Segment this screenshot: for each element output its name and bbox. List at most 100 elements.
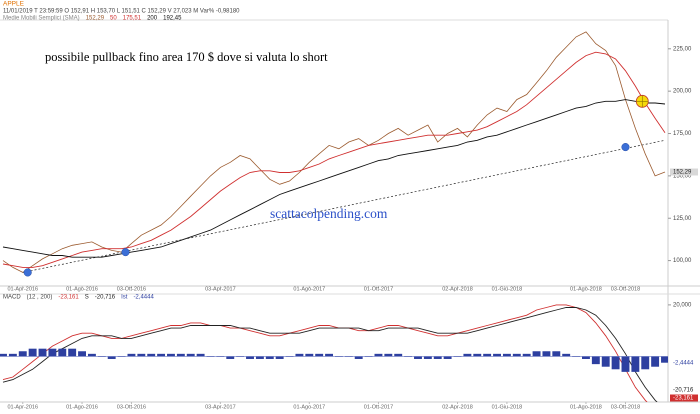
x-tick-label: 03-Ott-2018 — [611, 404, 640, 410]
title: APPLE — [3, 1, 25, 8]
legend-label: -23,161 — [58, 295, 79, 301]
histogram-bar — [542, 351, 551, 357]
histogram-bar — [473, 353, 482, 357]
trendline — [22, 139, 666, 273]
watermark: scattacolpending.com — [270, 206, 388, 221]
value-box — [670, 359, 698, 367]
histogram-bar — [483, 353, 492, 357]
histogram-bar — [562, 353, 571, 357]
histogram-bar — [532, 351, 541, 357]
annotation: possibile pullback fino area 170 $ dove … — [45, 50, 328, 64]
quote: 11/01/2019 T 23:59:59 O 152,91 H 153,70 … — [3, 9, 240, 15]
x-tick-label: 02-Apr-2018 — [442, 286, 473, 292]
x-tick-label: 01-Ago-2018 — [570, 286, 602, 292]
y-tick-label: 200,00 — [673, 89, 692, 95]
x-tick-label: 01-Giu-2018 — [492, 286, 523, 292]
x-tick-label: 01-Apr-2016 — [7, 404, 38, 410]
histogram-bar — [18, 351, 27, 357]
marker — [121, 248, 130, 257]
histogram-bar — [186, 353, 195, 357]
histogram-bar — [305, 353, 314, 357]
histogram-bar — [394, 353, 403, 357]
histogram-bar — [78, 351, 86, 357]
legend-label: 200 — [147, 16, 158, 22]
x-tick-label: 03-Ott-2016 — [117, 286, 146, 292]
x-tick-label: 01-Ott-2017 — [364, 286, 393, 292]
legend-label: -20,716 — [95, 295, 116, 301]
last-value-label: -23,161 — [673, 396, 694, 402]
plot-area — [2, 31, 666, 273]
histogram-bar — [631, 356, 640, 372]
histogram-bar — [325, 353, 334, 357]
last-value-label: -2,4444 — [673, 360, 694, 366]
histogram-bar — [8, 353, 17, 357]
histogram-bar — [196, 353, 205, 357]
legend-label: MACD — [3, 295, 21, 301]
marker — [621, 143, 630, 152]
histogram-bar — [315, 353, 324, 357]
x-tick-label: 01-Ago-2017 — [293, 404, 325, 410]
y-tick-label: 125,00 — [673, 216, 692, 222]
legend-label: 50 — [110, 16, 117, 22]
x-tick-label: 01-Ago-2016 — [66, 404, 98, 410]
series-line — [2, 307, 658, 402]
x-tick-label: 02-Apr-2018 — [442, 404, 473, 410]
y-tick-label: 175,00 — [673, 131, 692, 137]
histogram-bar — [423, 356, 432, 359]
last-value-label: -20,716 — [673, 388, 694, 394]
histogram-bar — [354, 356, 363, 359]
plot-area — [0, 304, 668, 402]
histogram-bar — [463, 353, 472, 357]
histogram-bar — [87, 353, 96, 357]
histogram-bar — [176, 353, 185, 357]
legend-label: 152,29 — [86, 16, 105, 22]
histogram-bar — [295, 353, 304, 357]
x-tick-label: 03-Ott-2016 — [117, 404, 146, 410]
histogram-bar — [157, 353, 166, 357]
series-line — [2, 31, 666, 273]
histogram-bar — [661, 356, 668, 363]
legend-label: S — [85, 295, 89, 301]
y-tick-label: 20,000 — [673, 302, 692, 308]
histogram-bar — [107, 356, 116, 359]
histogram-bar — [552, 351, 561, 357]
legend-label: 175,51 — [123, 16, 142, 22]
histogram-bar — [68, 348, 77, 357]
histogram-bar — [147, 353, 156, 357]
x-tick-label: 03-Ott-2018 — [611, 286, 640, 292]
x-tick-label: 03-Apr-2017 — [205, 404, 236, 410]
histogram-bar — [374, 353, 383, 357]
legend-label: (12 , 200) — [27, 295, 53, 301]
histogram-bar — [127, 353, 136, 357]
histogram-bar — [601, 356, 610, 367]
histogram-bar — [641, 356, 650, 370]
histogram-bar — [621, 356, 630, 372]
histogram-bar — [522, 353, 531, 357]
histogram-bar — [512, 353, 521, 357]
legend-label: -2,4444 — [133, 295, 154, 301]
legend-label: Ist — [121, 295, 128, 301]
value-box — [670, 394, 698, 402]
histogram-bar — [255, 356, 264, 359]
x-tick-label: 01-Giu-2018 — [492, 404, 523, 410]
histogram-bar — [167, 353, 175, 357]
histogram-bar — [591, 356, 600, 365]
legend-label: 192,45 — [163, 16, 182, 22]
x-tick-label: 01-Ago-2018 — [570, 404, 602, 410]
y-tick-label: 100,00 — [673, 258, 692, 264]
last-value-label: 152,29 — [673, 170, 692, 176]
x-tick-label: 01-Ott-2017 — [364, 404, 393, 410]
histogram-bar — [58, 348, 67, 357]
histogram-bar — [137, 353, 146, 357]
histogram-bar — [265, 356, 274, 359]
histogram-bar — [38, 348, 47, 357]
x-tick-label: 01-Apr-2016 — [7, 286, 38, 292]
x-tick-label: 01-Ago-2016 — [66, 286, 98, 292]
histogram-bar — [384, 353, 393, 357]
histogram-bar — [502, 353, 511, 357]
histogram-bar — [48, 348, 57, 357]
histogram-bar — [275, 356, 284, 359]
series-line — [2, 304, 648, 402]
histogram-bar — [414, 356, 422, 359]
